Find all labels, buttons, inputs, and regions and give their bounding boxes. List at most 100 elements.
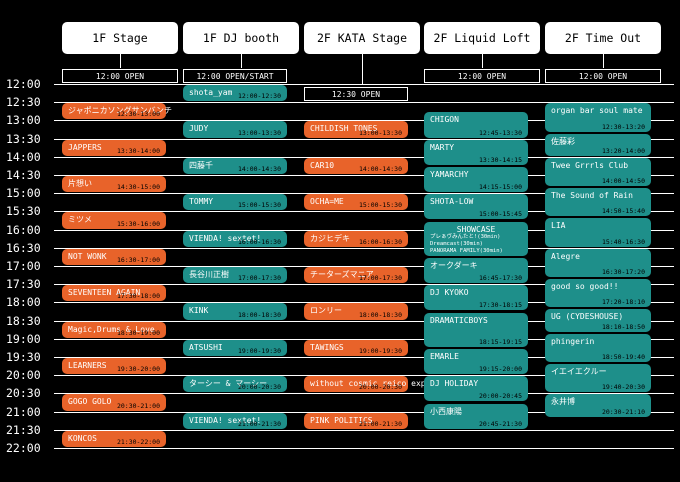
slot-time: 20:00-20:45 bbox=[478, 392, 522, 401]
slot-time: 18:30-19:00 bbox=[116, 328, 160, 337]
slot-time: 13:30-14:15 bbox=[478, 155, 522, 164]
slot-time: 13:00-13:30 bbox=[358, 128, 402, 137]
slot-timeout: 佐藤彩 13:20-14:00 bbox=[545, 133, 651, 156]
slot-stage1: 片想い 14:30-15:00 bbox=[62, 176, 166, 193]
slot-kata: ロンリー 18:00-18:30 bbox=[304, 303, 408, 320]
artist-name: UG (CYDESHOUSE) bbox=[551, 312, 624, 322]
slot-liquid: DJ HOLIDAY 20:00-20:45 bbox=[424, 376, 528, 402]
artist-name: KONCOS bbox=[68, 433, 97, 443]
open-label-1f-stage: 12:00 OPEN bbox=[62, 69, 178, 83]
stage-tab-1f-stage: 1F Stage bbox=[62, 22, 178, 54]
artist-name: 佐藤彩 bbox=[551, 136, 575, 146]
slot-dj: KINK 18:00-18:30 bbox=[183, 303, 287, 320]
slot-liquid: オークダーキ 16:45-17:30 bbox=[424, 257, 528, 284]
slot-timeout: Twee Grrrls Club 14:00-14:50 bbox=[545, 157, 651, 187]
stage-tab-2f-time-out: 2F Time Out bbox=[545, 22, 661, 54]
artist-name: PINK POLITICS bbox=[310, 415, 373, 425]
artist-name: チーターズマニア bbox=[310, 270, 374, 279]
slot-time: 16:00-16:30 bbox=[237, 237, 281, 246]
stage-connector bbox=[362, 54, 363, 84]
time-label: 17:00 bbox=[6, 259, 41, 273]
stage-connector bbox=[241, 54, 242, 68]
slot-time: 21:00-21:30 bbox=[237, 419, 281, 428]
artist-name: 片想い bbox=[68, 179, 92, 188]
slot-time: 19:40-20:30 bbox=[601, 383, 645, 392]
slot-dj: VIENDA! sextet! 16:00-16:30 bbox=[183, 230, 287, 247]
slot-timeout: good so good!! 17:20-18:10 bbox=[545, 279, 651, 308]
artist-name: CHIGON bbox=[430, 115, 459, 125]
artist-name: JUDY bbox=[189, 124, 209, 134]
artist-name: ターシー & マーシー bbox=[189, 379, 268, 389]
time-gridline bbox=[54, 102, 674, 104]
slot-time: 20:30-21:10 bbox=[601, 407, 645, 416]
artist-name: Magic,Drums & Love bbox=[68, 324, 155, 334]
time-gridline bbox=[54, 193, 674, 195]
slot-time: 16:30-17:00 bbox=[116, 255, 160, 264]
time-label: 19:00 bbox=[6, 331, 41, 346]
slot-liquid: DJ KYOKO 17:30-18:15 bbox=[424, 285, 528, 311]
slot-dj: VIENDA! sextet! 21:00-21:30 bbox=[183, 412, 287, 429]
open-label-2f-liquid-loft: 12:00 OPEN bbox=[424, 69, 540, 83]
slot-time: 15:00-15:30 bbox=[358, 201, 402, 210]
artist-name: 四藤千 bbox=[189, 160, 213, 170]
slot-timeout: UG (CYDESHOUSE) 18:10-18:50 bbox=[545, 309, 651, 332]
time-label: 21:30 bbox=[6, 422, 41, 437]
slot-kata: TAWINGS 19:00-19:30 bbox=[304, 339, 408, 356]
artist-name: SHOWCASE bbox=[456, 224, 496, 234]
artist-name: shota_yam bbox=[189, 88, 233, 97]
slot-time: 14:50-15:40 bbox=[601, 207, 645, 216]
time-label: 20:00 bbox=[6, 368, 41, 383]
artist-name: ミツメ bbox=[68, 215, 92, 225]
slot-stage1: GOGO GOLO 20:30-21:00 bbox=[62, 394, 166, 411]
slot-time: 14:15-15:00 bbox=[478, 183, 522, 192]
artist-name: ATSUSHI bbox=[189, 342, 223, 352]
open-label-2f-kata-stage: 12:30 OPEN bbox=[304, 87, 408, 101]
slot-timeout: LIA 15:40-16:30 bbox=[545, 218, 651, 247]
slot-time: 19:00-19:30 bbox=[237, 346, 281, 355]
slot-time: 15:40-16:30 bbox=[601, 237, 645, 246]
time-label: 15:00 bbox=[6, 186, 41, 201]
slot-time: 17:20-18:10 bbox=[601, 298, 645, 307]
slot-stage1: Magic,Drums & Love 18:30-19:00 bbox=[62, 321, 166, 338]
artist-name: YAMARCHY bbox=[430, 169, 469, 179]
slot-time: 13:20-14:00 bbox=[601, 146, 645, 155]
slot-time: 16:45-17:30 bbox=[478, 274, 522, 283]
artist-name: ロンリー bbox=[310, 306, 342, 316]
artist-name: organ bar soul mate bbox=[551, 106, 643, 116]
slot-dj: ATSUSHI 19:00-19:30 bbox=[183, 339, 287, 356]
slot-time: 13:30-14:00 bbox=[116, 146, 160, 155]
time-gridline bbox=[54, 338, 674, 340]
artist-name: カジヒデキ bbox=[310, 233, 350, 243]
time-gridline bbox=[54, 393, 674, 395]
slot-stage1: SEVENTEEN AGAIN 17:30-18:00 bbox=[62, 285, 166, 302]
time-label: 21:00 bbox=[6, 404, 41, 419]
slot-time: 19:00-19:30 bbox=[358, 346, 402, 355]
time-gridline bbox=[54, 375, 674, 377]
slot-liquid: MARTY 13:30-14:15 bbox=[424, 139, 528, 165]
artist-name: イエイエクルー bbox=[551, 367, 607, 377]
slot-stage1: KONCOS 21:30-22:00 bbox=[62, 430, 166, 447]
slot-time: 18:00-18:30 bbox=[237, 310, 281, 319]
time-label: 13:30 bbox=[6, 131, 41, 146]
time-gridline bbox=[54, 84, 674, 85]
slot-time: 21:30-22:00 bbox=[116, 437, 160, 446]
slot-dj: 四藤千 14:00-14:30 bbox=[183, 157, 287, 174]
time-gridline bbox=[54, 411, 674, 413]
slot-liquid: SHOWCASE プレぁヴみんたと!(30min) Dreamcast(30min)… bbox=[424, 221, 528, 256]
artist-name: EMARLE bbox=[430, 351, 459, 361]
artist-name: KINK bbox=[189, 306, 209, 316]
slot-time: 20:30-21:00 bbox=[116, 401, 160, 410]
slot-time: 12:00-12:30 bbox=[237, 92, 281, 101]
time-label: 18:30 bbox=[6, 313, 41, 328]
slot-stage1: JAPPERS 13:30-14:00 bbox=[62, 139, 166, 156]
open-label-2f-time-out: 12:00 OPEN bbox=[545, 69, 661, 83]
artist-name: DRAMATICBOYS bbox=[430, 315, 488, 325]
slot-time: 14:00-14:30 bbox=[358, 164, 402, 173]
artist-name: phingerin bbox=[551, 336, 595, 346]
artist-name: Twee Grrrls Club bbox=[551, 160, 629, 170]
artist-name: オークダーキ bbox=[430, 260, 478, 270]
slot-time: 18:15-19:15 bbox=[478, 337, 522, 346]
time-gridline bbox=[54, 156, 674, 158]
slot-timeout: organ bar soul mate 12:30-13:20 bbox=[545, 103, 651, 132]
slot-kata: CHILDISH TONES 13:00-13:30 bbox=[304, 121, 408, 138]
